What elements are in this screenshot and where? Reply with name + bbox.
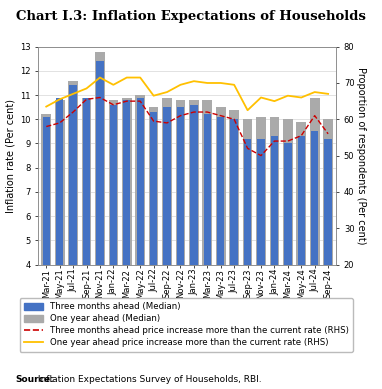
Bar (123, 100, 131, 361)
Bar (229, 110, 239, 361)
Bar (204, 114, 211, 361)
Bar (108, 100, 118, 361)
Bar (244, 138, 251, 361)
Bar (189, 100, 199, 361)
Bar (55, 100, 65, 361)
Y-axis label: Proportion of respondents (Per cent): Proportion of respondents (Per cent) (356, 67, 366, 244)
Bar (96, 61, 104, 361)
Text: Chart I.3: Inflation Expectations of Households: Chart I.3: Inflation Expectations of Hou… (16, 10, 366, 23)
Bar (110, 105, 117, 361)
Bar (298, 136, 305, 361)
Bar (122, 98, 132, 361)
Bar (310, 98, 319, 361)
Bar (311, 131, 318, 361)
Bar (216, 107, 225, 361)
Bar (136, 98, 144, 361)
Bar (163, 107, 171, 361)
Bar (150, 112, 157, 361)
Bar (243, 119, 253, 361)
Text: Source:: Source: (15, 375, 54, 384)
Legend: Three months ahead (Median), One year ahead (Median), Three months ahead price i: Three months ahead (Median), One year ah… (19, 298, 353, 352)
Bar (42, 117, 50, 361)
Bar (323, 119, 333, 361)
Y-axis label: Inflation rate (Per cent): Inflation rate (Per cent) (6, 98, 16, 213)
Bar (257, 138, 265, 361)
Bar (190, 105, 197, 361)
Bar (177, 107, 184, 361)
Bar (56, 98, 63, 361)
Bar (149, 107, 159, 361)
Bar (68, 81, 78, 361)
Bar (283, 119, 293, 361)
Bar (70, 86, 77, 361)
Bar (270, 117, 279, 361)
Bar (135, 95, 145, 361)
Text: Inflation Expectations Survey of Households, RBI.: Inflation Expectations Survey of Househo… (35, 375, 262, 384)
Bar (296, 122, 306, 361)
Bar (256, 117, 266, 361)
Bar (217, 117, 225, 361)
Bar (176, 100, 185, 361)
Bar (83, 98, 90, 361)
Bar (284, 144, 291, 361)
Bar (230, 119, 238, 361)
Bar (162, 98, 172, 361)
Bar (41, 114, 51, 361)
Bar (324, 138, 332, 361)
Bar (202, 100, 212, 361)
Bar (95, 51, 105, 361)
Bar (82, 98, 91, 361)
Bar (271, 136, 278, 361)
